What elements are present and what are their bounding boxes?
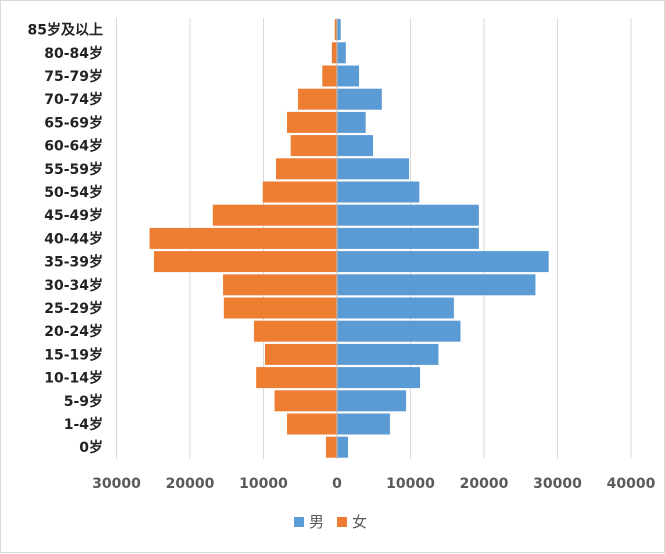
bar-female-2 bbox=[274, 390, 337, 412]
category-label-13: 60-64岁 bbox=[44, 138, 103, 155]
bar-male-10 bbox=[337, 204, 479, 226]
bar-male-5 bbox=[337, 320, 461, 342]
bar-female-3 bbox=[256, 367, 337, 389]
bar-female-7 bbox=[223, 274, 337, 296]
bar-male-0 bbox=[337, 436, 349, 458]
bar-female-4 bbox=[264, 343, 337, 365]
bar-male-14 bbox=[337, 111, 366, 133]
bar-female-13 bbox=[290, 135, 337, 157]
tick-label-4: 10000 bbox=[386, 476, 435, 492]
tick-label-6: 30000 bbox=[533, 476, 582, 492]
bar-female-18 bbox=[334, 19, 337, 41]
category-label-15: 70-74岁 bbox=[44, 91, 103, 108]
bar-male-9 bbox=[337, 227, 479, 249]
tick-label-5: 20000 bbox=[460, 476, 509, 492]
bar-male-7 bbox=[337, 274, 536, 296]
bar-male-13 bbox=[337, 135, 374, 157]
category-label-11: 50-54岁 bbox=[44, 184, 103, 201]
bar-female-1 bbox=[287, 413, 337, 435]
bar-male-6 bbox=[337, 297, 454, 319]
tick-label-3: 0 bbox=[332, 476, 342, 492]
category-label-12: 55-59岁 bbox=[44, 161, 103, 178]
tick-label-0: 30000 bbox=[92, 476, 141, 492]
tick-label-7: 40000 bbox=[607, 476, 656, 492]
category-label-2: 5-9岁 bbox=[64, 393, 103, 410]
bar-male-16 bbox=[337, 65, 360, 87]
bar-male-4 bbox=[337, 343, 439, 365]
legend-swatch-female bbox=[337, 517, 347, 527]
category-label-9: 40-44岁 bbox=[44, 230, 103, 247]
bar-male-15 bbox=[337, 88, 382, 110]
bar-male-17 bbox=[337, 42, 346, 64]
bar-female-16 bbox=[322, 65, 337, 87]
bar-female-12 bbox=[275, 158, 337, 180]
bar-female-0 bbox=[325, 436, 337, 458]
category-label-16: 75-79岁 bbox=[44, 68, 103, 85]
bar-female-14 bbox=[287, 111, 337, 133]
bar-female-15 bbox=[298, 88, 337, 110]
bar-female-9 bbox=[149, 227, 337, 249]
bar-female-17 bbox=[331, 42, 337, 64]
bar-female-8 bbox=[153, 251, 337, 273]
legend-label-male: 男 bbox=[309, 513, 324, 531]
category-label-0: 0岁 bbox=[79, 439, 103, 456]
bar-female-5 bbox=[253, 320, 337, 342]
category-label-3: 10-14岁 bbox=[44, 370, 103, 387]
category-label-17: 80-84岁 bbox=[44, 45, 103, 62]
bar-male-11 bbox=[337, 181, 420, 203]
category-label-7: 30-34岁 bbox=[44, 277, 103, 294]
legend-swatch-male bbox=[294, 517, 304, 527]
category-label-1: 1-4岁 bbox=[64, 416, 103, 433]
category-label-5: 20-24岁 bbox=[44, 323, 103, 340]
category-label-14: 65-69岁 bbox=[44, 114, 103, 131]
bar-male-12 bbox=[337, 158, 410, 180]
tick-label-2: 10000 bbox=[239, 476, 288, 492]
bar-female-10 bbox=[212, 204, 337, 226]
category-label-18: 85岁及以上 bbox=[28, 22, 103, 39]
category-label-4: 15-19岁 bbox=[44, 346, 103, 363]
category-label-10: 45-49岁 bbox=[44, 207, 103, 224]
category-label-8: 35-39岁 bbox=[44, 254, 103, 271]
bar-male-1 bbox=[337, 413, 390, 435]
bar-male-2 bbox=[337, 390, 407, 412]
legend-label-female: 女 bbox=[352, 513, 367, 531]
category-label-6: 25-29岁 bbox=[44, 300, 103, 317]
bar-male-18 bbox=[337, 19, 341, 41]
tick-label-1: 20000 bbox=[166, 476, 215, 492]
bar-female-11 bbox=[262, 181, 337, 203]
bar-female-6 bbox=[223, 297, 337, 319]
bar-male-8 bbox=[337, 251, 549, 273]
bar-male-3 bbox=[337, 367, 421, 389]
